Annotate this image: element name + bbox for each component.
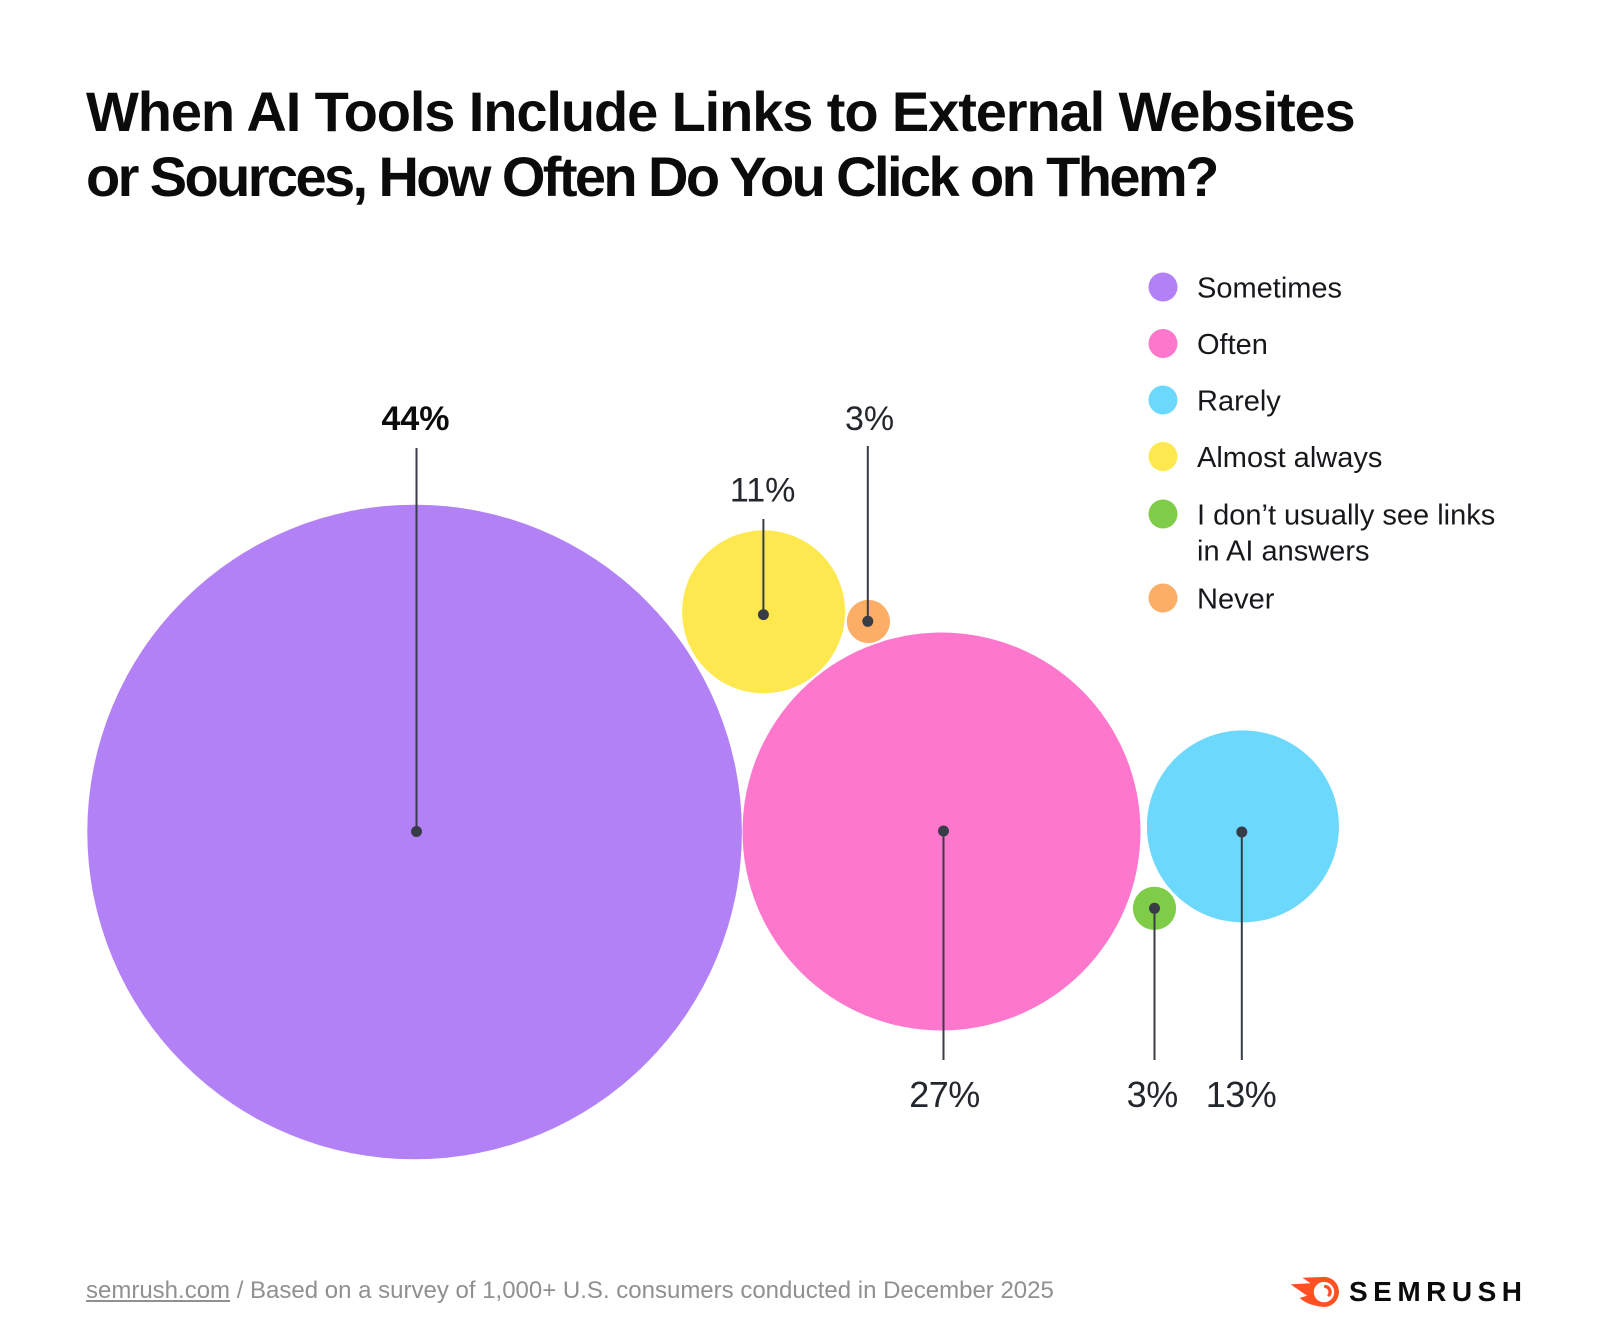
svg-text:Never: Never (1197, 584, 1275, 616)
svg-text:Almost always: Almost always (1197, 442, 1382, 474)
svg-text:in AI answers: in AI answers (1197, 536, 1369, 568)
svg-text:SEMRUSH: SEMRUSH (1349, 1276, 1528, 1307)
svg-text:I don’t usually see links: I don’t usually see links (1197, 500, 1495, 532)
svg-text:Often: Often (1197, 329, 1268, 361)
svg-text:Rarely: Rarely (1197, 386, 1281, 418)
svg-text:3%: 3% (845, 400, 894, 438)
svg-text:3%: 3% (1127, 1074, 1178, 1115)
svg-text:11%: 11% (730, 472, 796, 510)
svg-text:44%: 44% (381, 400, 449, 438)
svg-text:13%: 13% (1206, 1074, 1277, 1115)
svg-text:27%: 27% (909, 1074, 980, 1115)
svg-text:Sometimes: Sometimes (1197, 273, 1342, 305)
